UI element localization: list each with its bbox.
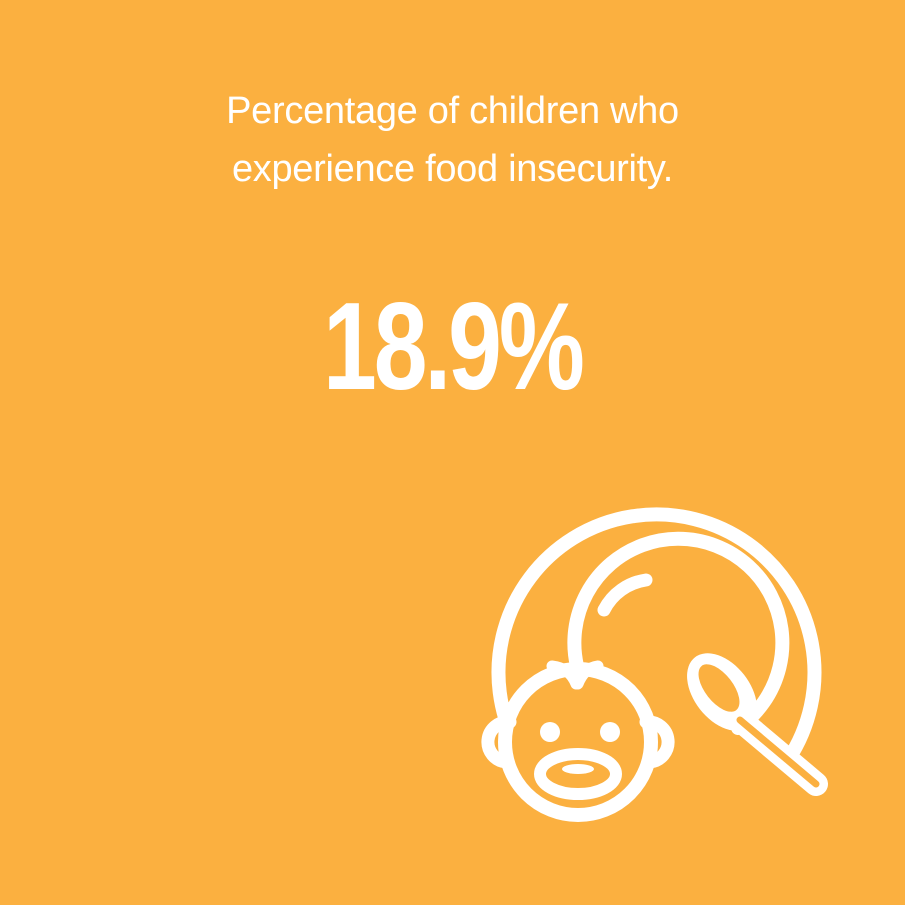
infographic-title: Percentage of children who experience fo… <box>0 82 905 198</box>
title-line-2: experience food insecurity. <box>231 148 674 190</box>
spoon-icon <box>687 653 828 796</box>
title-line-1: Percentage of children who <box>226 90 679 132</box>
child-food-plate-icon <box>481 507 828 822</box>
plate-outer-ring-icon <box>491 507 822 803</box>
statistic-value: 18.9% <box>323 278 585 416</box>
plate-shine-icon <box>597 573 653 617</box>
baby-face-icon <box>481 660 675 822</box>
plate-inner-ring-icon <box>567 531 790 735</box>
